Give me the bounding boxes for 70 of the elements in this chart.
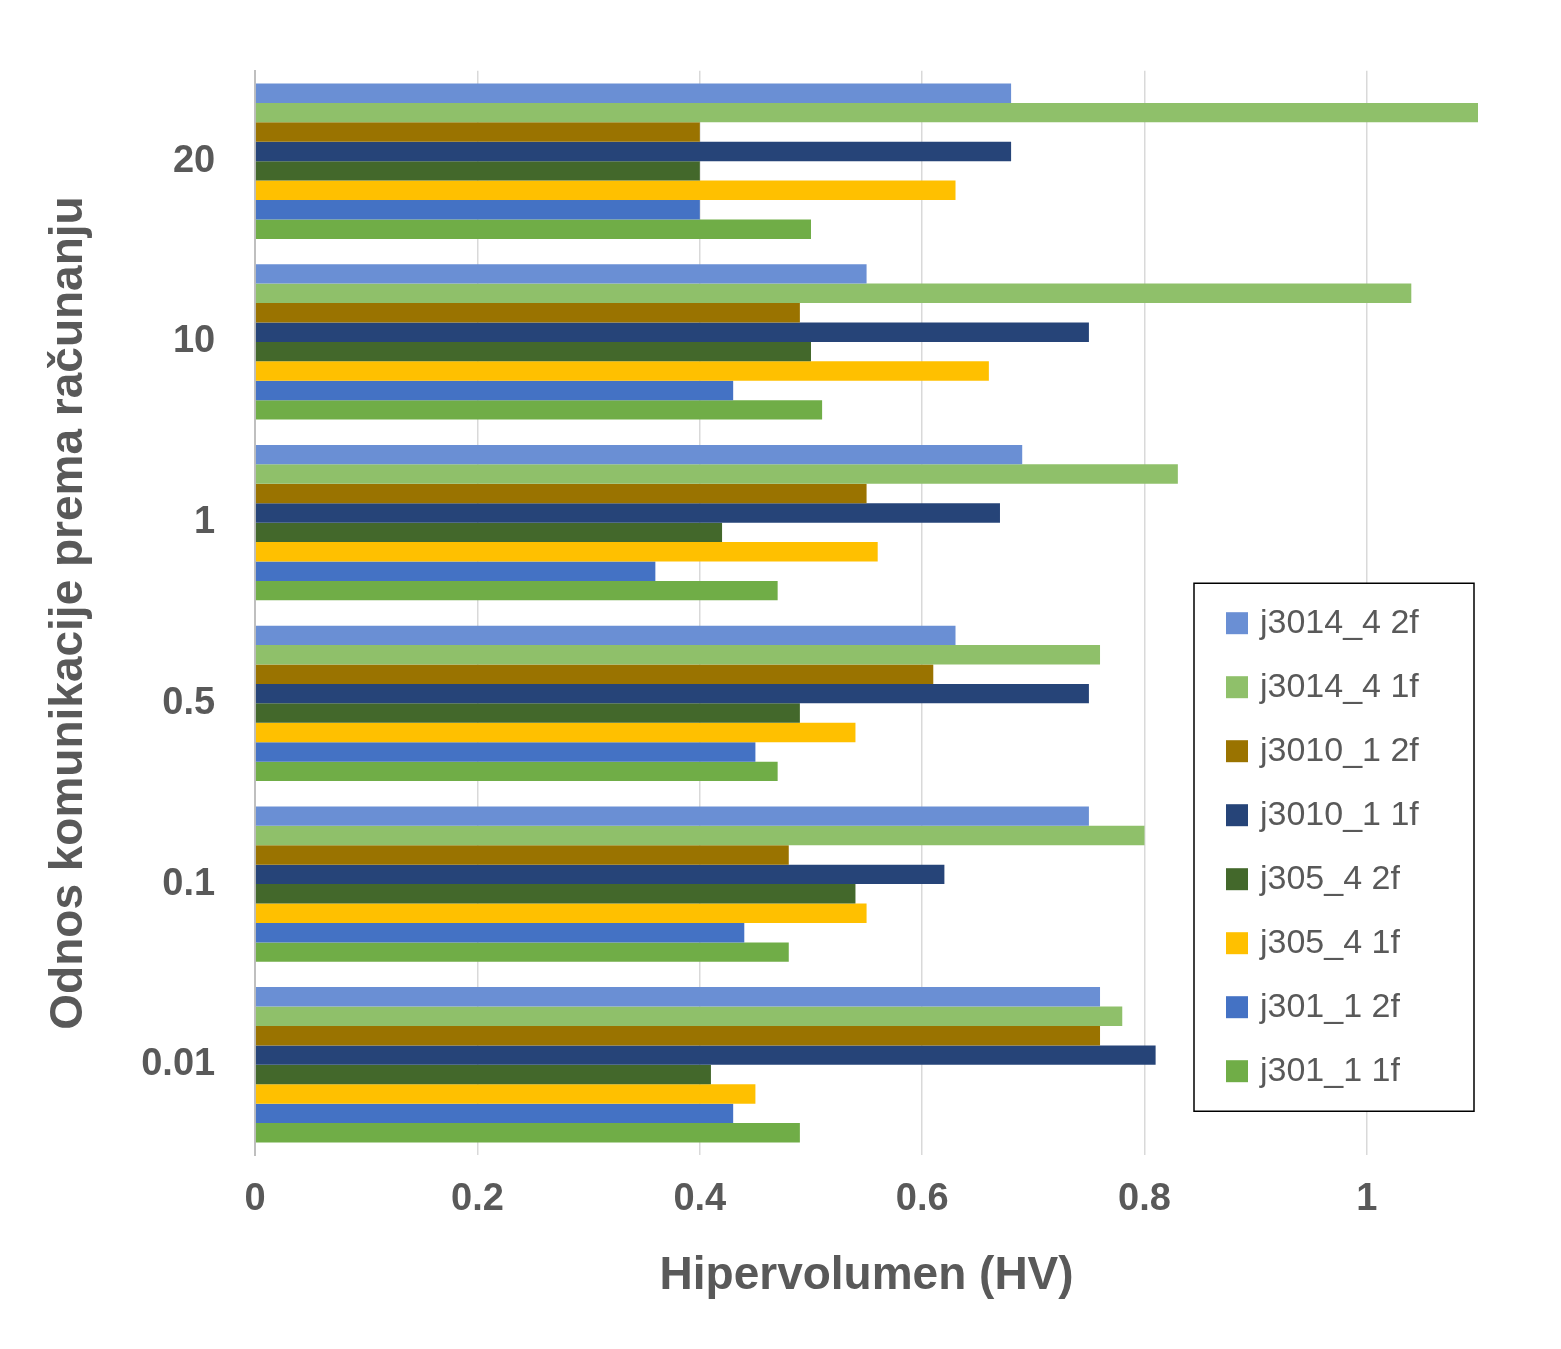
y-tick-label: 1 xyxy=(194,499,216,542)
legend-label: j3010_1 1f xyxy=(1259,793,1420,832)
bar xyxy=(255,942,789,962)
bar xyxy=(255,1025,1101,1046)
legend-label: j305_4 2f xyxy=(1259,857,1401,896)
bar xyxy=(255,522,723,543)
bar xyxy=(255,664,934,684)
legend-label: j305_4 1f xyxy=(1259,921,1401,960)
x-tick-label: 1 xyxy=(1356,1176,1378,1219)
bar xyxy=(255,303,800,323)
bar xyxy=(255,322,1089,342)
bar xyxy=(255,845,789,865)
bar xyxy=(255,922,745,943)
bar xyxy=(255,464,1178,484)
x-tick-label: 0.8 xyxy=(1118,1176,1171,1219)
bar xyxy=(255,122,700,142)
y-tick-label: 10 xyxy=(172,318,216,361)
legend-label: j3014_4 2f xyxy=(1259,601,1420,640)
bar xyxy=(255,1045,1156,1065)
bar xyxy=(255,361,989,381)
bar xyxy=(255,283,1412,304)
y-axis-title: Odnos komunikacije prema računanju xyxy=(40,196,93,1030)
bar xyxy=(255,161,700,181)
bar xyxy=(255,400,823,420)
x-tick-label: 0.6 xyxy=(895,1176,949,1219)
bar xyxy=(255,83,1012,103)
bar xyxy=(255,1064,711,1085)
bar xyxy=(255,625,956,646)
x-tick-label: 0.4 xyxy=(673,1176,727,1219)
bar xyxy=(255,683,1089,704)
bar xyxy=(255,987,1101,1007)
bar xyxy=(255,742,756,762)
bar xyxy=(255,444,1023,465)
bar xyxy=(255,825,1145,846)
bar xyxy=(255,703,800,723)
bar xyxy=(255,1123,800,1143)
y-tick-label: 20 xyxy=(172,137,216,180)
y-tick-label: 0.01 xyxy=(141,1041,216,1084)
x-tick-label: 0.2 xyxy=(451,1176,504,1219)
legend-label: j301_1 2f xyxy=(1259,985,1401,1024)
bar xyxy=(255,580,778,601)
bar xyxy=(255,806,1089,826)
bar xyxy=(255,761,778,782)
bar xyxy=(255,219,811,239)
bar xyxy=(255,542,878,562)
bar xyxy=(255,341,811,362)
bar xyxy=(255,180,956,201)
bar xyxy=(255,1103,734,1124)
legend-label: j301_1 1f xyxy=(1259,1049,1401,1088)
bar xyxy=(255,645,1101,665)
bar xyxy=(255,483,867,504)
bar xyxy=(255,141,1012,162)
bar xyxy=(255,903,867,923)
bar xyxy=(255,561,656,581)
bar xyxy=(255,884,856,904)
bar xyxy=(255,1006,1123,1026)
x-axis-title: Hipervolumen (HV) xyxy=(659,1247,1074,1300)
bar xyxy=(255,503,1000,523)
bar xyxy=(255,264,867,284)
legend-label: j3010_1 2f xyxy=(1259,729,1420,768)
bar xyxy=(255,380,734,401)
y-tick-label: 0.5 xyxy=(162,679,216,722)
bar xyxy=(255,864,945,885)
bar xyxy=(255,200,700,220)
bar xyxy=(255,102,1478,123)
legend-label: j3014_4 1f xyxy=(1259,665,1420,704)
bar xyxy=(255,722,856,743)
x-tick-label: 0 xyxy=(244,1176,266,1219)
y-tick-label: 0.1 xyxy=(162,860,216,903)
bar xyxy=(255,1084,756,1104)
